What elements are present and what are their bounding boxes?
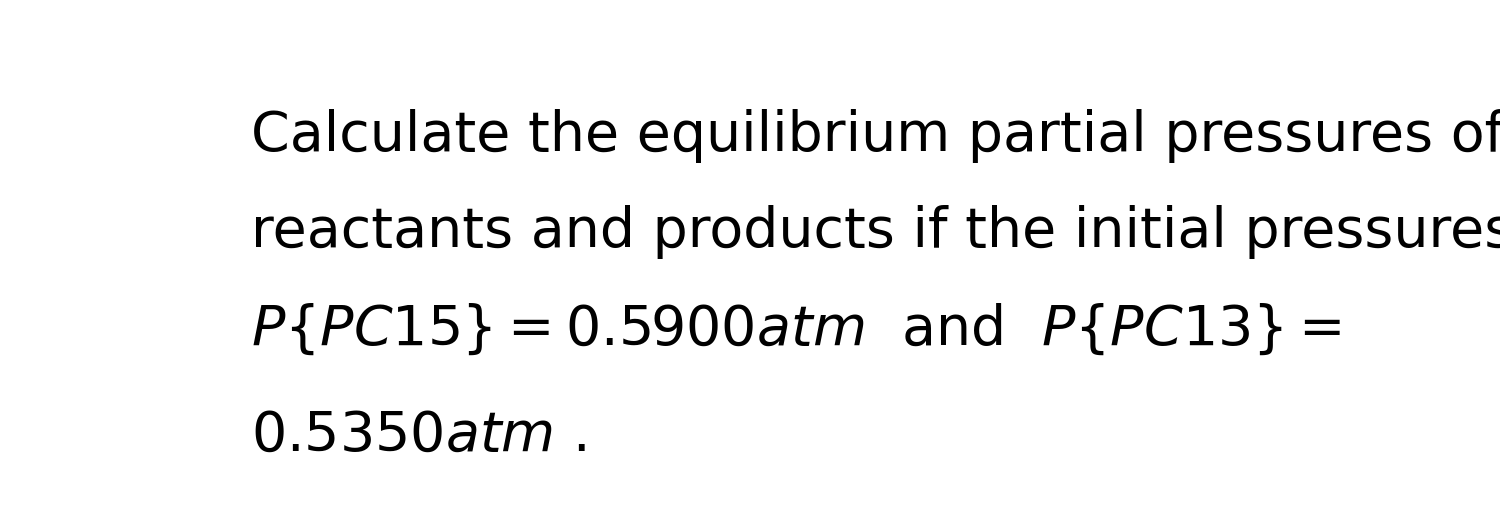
Text: Calculate the equilibrium partial pressures of the: Calculate the equilibrium partial pressu… [252, 109, 1500, 163]
Text: $0.5350atm$ .: $0.5350atm$ . [252, 409, 586, 462]
Text: reactants and products if the initial pressures are: reactants and products if the initial pr… [252, 205, 1500, 260]
Text: $P\{PC15\} = 0.5900atm$  and  $P\{PC13\} =$: $P\{PC15\} = 0.5900atm$ and $P\{PC13\} =… [252, 302, 1342, 357]
